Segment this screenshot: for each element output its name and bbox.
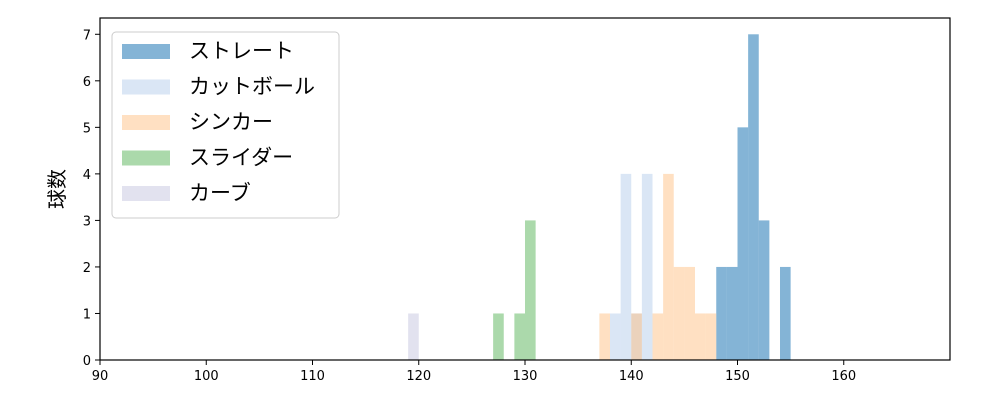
bar-series-2-bin-0	[599, 313, 610, 360]
y-tick-label: 0	[83, 354, 91, 369]
y-tick-label: 3	[83, 214, 91, 229]
y-tick-label: 4	[83, 168, 91, 183]
bar-series-3-bin-1	[514, 313, 525, 360]
legend-swatch-3	[122, 150, 170, 166]
x-tick-label: 100	[194, 369, 219, 384]
bar-series-0-bin-0	[716, 266, 727, 360]
legend-label-0: ストレート	[189, 39, 294, 63]
legend-swatch-0	[122, 44, 170, 59]
bar-series-0-bin-5	[780, 266, 791, 360]
bar-series-0-bin-3	[748, 34, 759, 361]
bar-series-0-bin-1	[726, 266, 738, 360]
legend-box	[111, 31, 340, 219]
bar-series-3-bin-2	[525, 220, 536, 360]
y-axis: 0 1 2 3 4 5 6 7	[83, 28, 100, 369]
bar-series-1-bin-2	[631, 313, 642, 360]
y-tick-label: 6	[83, 75, 91, 90]
histogram-bars	[408, 34, 791, 361]
bar-series-2-bin-5	[684, 266, 695, 360]
bar-series-4-bin-0	[408, 313, 419, 360]
legend-label-1: カットボール	[189, 75, 315, 99]
x-tick-label: 160	[831, 369, 856, 384]
bar-series-1-bin-3	[641, 173, 653, 360]
legend-swatch-4	[122, 186, 170, 201]
bar-series-2-bin-7	[705, 313, 717, 360]
bar-series-0-bin-2	[737, 127, 749, 360]
x-tick-label: 90	[92, 369, 109, 384]
legend-swatch-2	[122, 115, 170, 130]
y-tick-label: 1	[83, 307, 91, 322]
legend-label-4: カーブ	[189, 181, 251, 205]
bar-series-2-bin-1	[631, 313, 642, 360]
bar-series-2-bin-3	[663, 173, 674, 360]
bar-series-3-bin-0	[493, 313, 504, 360]
y-axis-label: 球数	[45, 169, 69, 209]
bar-series-1-bin-0	[610, 313, 621, 360]
y-tick-label: 7	[83, 28, 91, 43]
bar-series-2-bin-6	[695, 313, 706, 360]
bar-series-0-bin-4	[758, 220, 770, 360]
x-tick-label: 120	[406, 369, 431, 384]
legend-label-2: シンカー	[189, 110, 273, 134]
x-tick-label: 110	[300, 369, 325, 384]
x-tick-label: 150	[725, 369, 750, 384]
bar-series-1-bin-1	[620, 173, 632, 360]
x-axis: 90 100 110 120 130 140 150 160	[92, 360, 856, 384]
bar-series-2-bin-2	[652, 313, 664, 360]
legend-label-3: スライダー	[189, 146, 293, 170]
plot-area: 90 100 110 120 130 140 150 160 0 1 2 3 4 5 6 7	[83, 17, 951, 384]
x-tick-label: 140	[619, 369, 644, 384]
y-tick-label: 2	[83, 261, 91, 276]
x-tick-label: 130	[513, 369, 538, 384]
y-tick-label: 5	[83, 121, 91, 136]
legend-swatch-1	[122, 79, 170, 95]
bar-series-2-bin-4	[673, 266, 685, 360]
